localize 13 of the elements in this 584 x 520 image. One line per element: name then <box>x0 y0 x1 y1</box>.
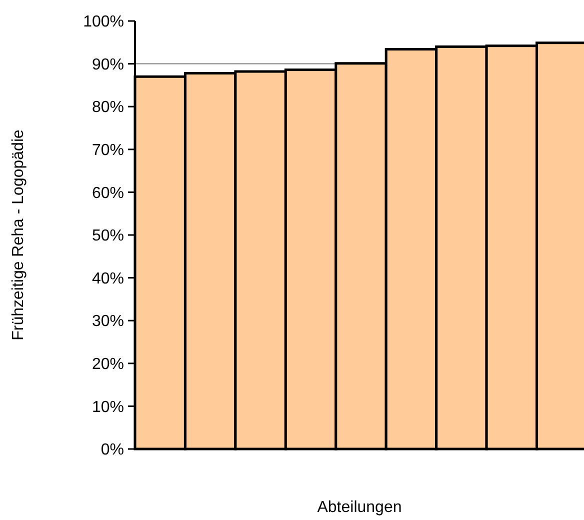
y-tick-label: 20% <box>92 356 124 373</box>
x-axis-title: Abteilungen <box>317 499 402 516</box>
y-tick-label: 100% <box>83 14 124 31</box>
y-tick-label: 90% <box>92 56 124 74</box>
y-tick-label: 10% <box>92 398 124 416</box>
y-tick-label: 60% <box>92 184 124 202</box>
y-tick-label: 80% <box>92 99 124 116</box>
y-tick-label: 30% <box>92 313 124 330</box>
y-tick-label: 0% <box>100 442 124 459</box>
y-axis-title: Frühzeitige Reha - Logopädie <box>10 130 27 340</box>
y-tick-label: 40% <box>92 270 124 288</box>
y-tick-label: 70% <box>92 142 124 159</box>
y-tick-label: 50% <box>92 228 124 245</box>
